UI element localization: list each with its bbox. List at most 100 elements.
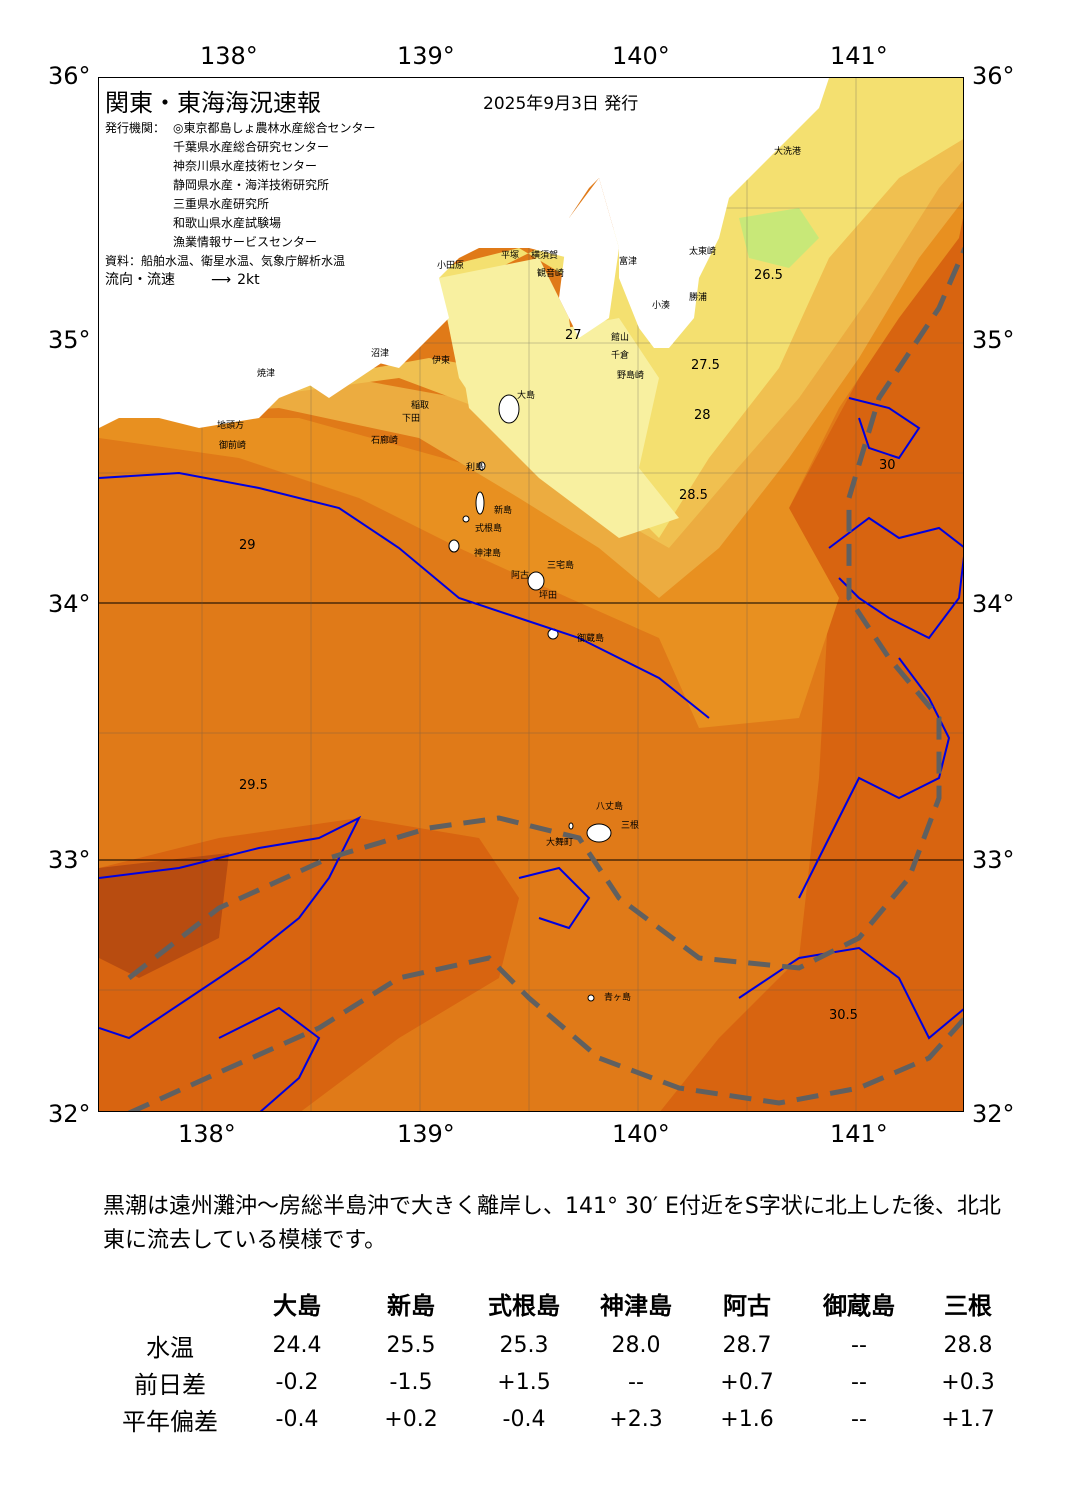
place-name: 館山 — [611, 333, 630, 343]
contour-label: 29 — [239, 538, 256, 553]
land-honshu — [99, 78, 829, 428]
place-name: 神津島 — [474, 549, 502, 559]
agency-7: 漁業情報サービスセンター — [173, 235, 318, 249]
flow-scale-arrow-icon: ⟶ — [211, 272, 232, 288]
column-header: 神津島 — [600, 1292, 672, 1320]
lat-label-right-35: 35° — [972, 326, 1015, 354]
table-cell: 28.8 — [943, 1333, 993, 1358]
summary-text: 黒潮は遠州灘沖～房総半島沖で大きく離岸し、141° 30′ E付近をS字状に北上… — [103, 1194, 1001, 1253]
island-shikinejima — [462, 515, 470, 523]
contour-label: 29.5 — [239, 778, 268, 793]
place-name: 阿古 — [511, 571, 530, 581]
column-header: 新島 — [387, 1292, 435, 1320]
issue-date: 2025年9月3日 発行 — [483, 94, 639, 114]
table-cell: 24.4 — [272, 1333, 322, 1358]
agency-2: 千葉県水産総合研究センター — [173, 140, 330, 154]
contour-label: 28 — [694, 408, 711, 423]
lat-label-left-34: 34° — [48, 590, 91, 618]
table-cell: +0.3 — [941, 1370, 995, 1395]
sea-30-5-zone-west — [99, 853, 229, 978]
place-name: 平塚 — [501, 251, 520, 261]
lon-label-top-141: 141° — [830, 42, 888, 70]
place-name: 伊東 — [432, 356, 451, 366]
table-cell: +0.2 — [384, 1407, 438, 1432]
place-name: 沼津 — [371, 349, 390, 359]
agencies-label: 発行機関： — [105, 121, 166, 135]
lat-label-left-35: 35° — [48, 326, 91, 354]
place-name: 大舞町 — [546, 838, 574, 848]
table-cell: +1.6 — [720, 1407, 774, 1432]
table-cell: +1.5 — [497, 1370, 551, 1395]
place-name: 千倉 — [611, 351, 630, 361]
sea-26-5-zone — [739, 208, 819, 268]
place-name: 大洗港 — [774, 147, 802, 157]
graticule — [99, 602, 963, 861]
table-row: 水温 24.4 25.5 25.3 28.0 28.7 -- 28.8 — [100, 1327, 1020, 1364]
isotherm-contours — [99, 397, 963, 1111]
table-cell: -- — [851, 1333, 867, 1358]
place-name: 太東崎 — [689, 247, 717, 257]
agency-1: ◎東京都島しょ農林水産総合センター — [173, 121, 376, 135]
agencies-block: 発行機関： ◎東京都島しょ農林水産総合センター 千葉県水産総合研究センター 神奈川… — [105, 119, 375, 290]
agency-6: 和歌山県水産試験場 — [173, 216, 282, 230]
table-cell: +2.3 — [609, 1407, 663, 1432]
lat-label-right-33: 33° — [972, 846, 1015, 874]
place-name: 横須賀 — [531, 251, 559, 261]
land-izu-peninsula — [299, 308, 389, 398]
table-header-row: 大島 新島 式根島 神津島 阿古 御蔵島 三根 — [100, 1286, 1020, 1327]
table-cell: -- — [628, 1370, 644, 1395]
lon-label-bottom-138: 138° — [178, 1120, 236, 1148]
table-cell: -0.4 — [502, 1407, 546, 1432]
place-name: 八丈島 — [596, 802, 624, 812]
lat-label-right-36: 36° — [972, 62, 1015, 90]
island-miyakejima — [527, 571, 545, 591]
contour-label: 30.5 — [829, 1008, 858, 1023]
contour-label: 28.5 — [679, 488, 708, 503]
lat-label-left-36: 36° — [48, 62, 91, 90]
table-cell: 28.7 — [722, 1333, 772, 1358]
table-row: 前日差 -0.2 -1.5 +1.5 -- +0.7 -- +0.3 — [100, 1364, 1020, 1401]
island-toshima — [478, 461, 486, 471]
table-cell: -0.4 — [275, 1407, 319, 1432]
lat-label-left-33: 33° — [48, 846, 91, 874]
island-hachijojima — [586, 823, 612, 843]
sea-temperature-map: 関東・東海海況速報 2025年9月3日 発行 発行機関： ◎東京都島しょ農林水産総… — [98, 77, 964, 1112]
agency-5: 三重県水産研究所 — [173, 197, 270, 211]
data-source: 資料：船舶水温、衛星水温、気象庁解析水温 — [105, 254, 346, 268]
flow-scale: 2kt — [237, 272, 260, 288]
column-header: 三根 — [944, 1292, 992, 1320]
island-oshima — [498, 394, 520, 424]
table-cell: -- — [851, 1407, 867, 1432]
place-name: 小田原 — [437, 261, 465, 271]
place-name: 観音崎 — [537, 269, 565, 279]
island-kozushima — [448, 539, 460, 553]
column-header: 大島 — [273, 1292, 321, 1320]
sea-30-zone-east — [660, 78, 963, 1111]
table-cell: +1.7 — [941, 1407, 995, 1432]
map-svg — [99, 78, 963, 1111]
table-cell: 25.5 — [386, 1333, 436, 1358]
table-cell: -0.2 — [275, 1370, 319, 1395]
place-name: 勝浦 — [689, 293, 708, 303]
place-name: 下田 — [402, 414, 421, 424]
contour-label: 30 — [879, 458, 896, 473]
lat-label-left-32: 32° — [48, 1100, 91, 1128]
island-niijima — [475, 491, 485, 515]
row-label: 水温 — [146, 1334, 194, 1362]
place-name: 三根 — [621, 821, 640, 831]
agency-4: 静岡県水産・海洋技術研究所 — [173, 178, 330, 192]
place-name: 御蔵島 — [577, 634, 605, 644]
table-cell: 28.0 — [611, 1333, 661, 1358]
lon-label-bottom-141: 141° — [830, 1120, 888, 1148]
place-name: 大島 — [517, 391, 536, 401]
sea-27-zone-izu — [459, 318, 679, 538]
map-title: 関東・東海海況速報 — [105, 89, 321, 117]
place-name: 野島崎 — [617, 371, 645, 381]
table-cell: -1.5 — [389, 1370, 433, 1395]
table-row: 平年偏差 -0.4 +0.2 -0.4 +2.3 +1.6 -- +1.7 — [100, 1401, 1020, 1438]
island-aogashima — [587, 994, 595, 1002]
table-cell: -- — [851, 1370, 867, 1395]
table-cell: +0.7 — [720, 1370, 774, 1395]
place-name: 青ヶ島 — [604, 993, 632, 1003]
place-name: 地頭方 — [217, 421, 245, 431]
